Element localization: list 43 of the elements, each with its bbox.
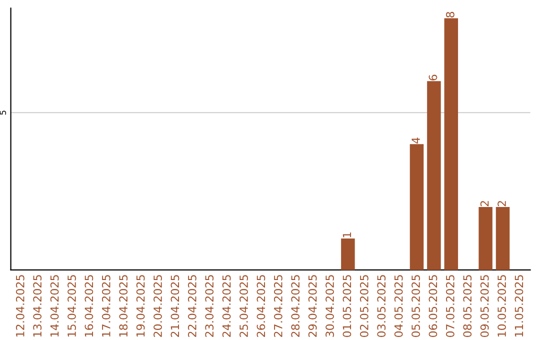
x-tick-label: 07.05.2025 (446, 275, 454, 338)
x-tick-label: 24.04.2025 (222, 275, 231, 337)
x-tick-label: 09.05.2025 (480, 275, 489, 338)
x-tick-label: 01.05.2025 (342, 275, 352, 338)
x-tick-label: 15.04.2025 (68, 275, 76, 337)
x-tick-label: 03.05.2025 (377, 275, 386, 338)
x-tick-label: 14.04.2025 (50, 275, 59, 337)
x-tick-label: 22.04.2025 (188, 275, 196, 337)
data-label: 2 (480, 201, 489, 206)
x-tick-label: 26.04.2025 (256, 275, 266, 337)
data-label: 4 (412, 138, 420, 144)
x-tick-label: 28.04.2025 (291, 275, 300, 337)
data-label: 8 (446, 12, 454, 18)
x-tick-label: 11.05.2025 (514, 275, 524, 337)
x-tick-label: 27.04.2025 (274, 275, 282, 337)
x-tick-label: 16.04.2025 (84, 275, 94, 337)
x-tick-label: 19.04.2025 (136, 275, 145, 337)
data-label: 6 (428, 74, 438, 80)
x-tick-label: 02.05.2025 (360, 275, 368, 338)
ref-line-label: 5 (0, 110, 6, 115)
x-tick-label: 18.04.2025 (119, 275, 128, 337)
x-tick-label: 21.04.2025 (170, 275, 180, 337)
bar (444, 18, 458, 270)
x-tick-label: 08.05.2025 (463, 275, 472, 338)
x-tick-label: 23.04.2025 (205, 275, 214, 337)
x-tick-label: 17.04.2025 (102, 275, 110, 337)
x-tick-label: 13.04.2025 (33, 275, 42, 337)
x-tick-label: 20.04.2025 (154, 275, 162, 337)
bar (341, 238, 355, 270)
bar (410, 144, 424, 270)
bar (496, 207, 510, 270)
x-tick-label: 29.04.2025 (308, 275, 317, 337)
data-label: 1 (342, 232, 352, 238)
x-tick-label: 25.04.2025 (240, 275, 248, 337)
data-label: 2 (498, 201, 506, 206)
x-tick-label: 04.05.2025 (394, 275, 403, 338)
bar (427, 81, 441, 270)
x-tick-label: 30.04.2025 (326, 275, 334, 337)
x-tick-label: 12.04.2025 (16, 275, 24, 337)
x-tick-label: 10.05.2025 (498, 275, 506, 337)
x-tick-label: 05.05.2025 (412, 275, 420, 338)
x-tick-label: 06.05.2025 (428, 275, 438, 338)
bar (478, 207, 492, 270)
